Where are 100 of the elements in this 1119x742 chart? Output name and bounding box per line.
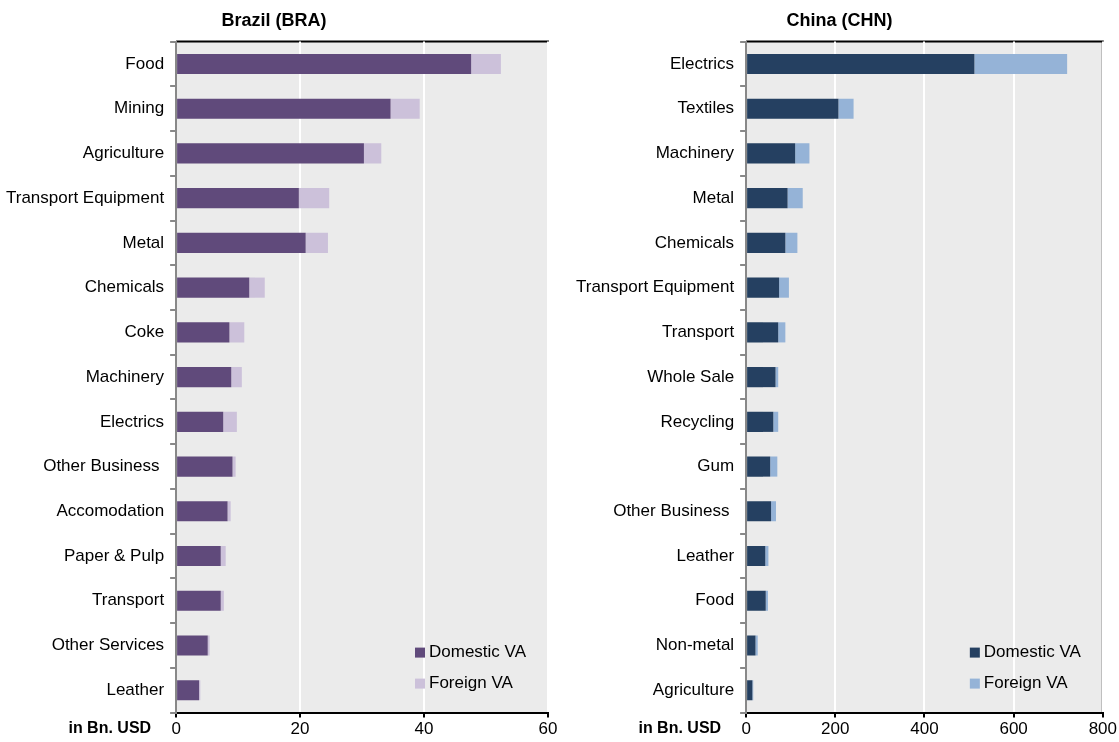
- bar: [974, 53, 1068, 75]
- x-tick-label: 600: [999, 719, 1028, 739]
- bar: [227, 501, 231, 522]
- bar: [177, 53, 472, 75]
- x-axis-title: in Bn. USD: [68, 719, 152, 737]
- bar: [223, 411, 237, 432]
- bar: [177, 322, 230, 343]
- bar: [298, 188, 330, 209]
- bar: [177, 188, 299, 209]
- bar: [747, 277, 780, 298]
- y-tick-label: Food: [695, 590, 735, 610]
- y-tick-label: Recycling: [660, 411, 735, 431]
- y-tick-label: Chemicals: [84, 277, 165, 297]
- bar: [220, 545, 226, 567]
- y-tick-label: Transport Equipment: [5, 187, 165, 207]
- y-tick-label: Transport Equipment: [575, 277, 735, 297]
- legend-label: Domestic VA: [429, 642, 527, 662]
- y-tick-label: Other Business: [43, 456, 165, 476]
- y-tick-label: Food: [125, 53, 165, 73]
- y-tick-label: Non-metal: [655, 635, 735, 655]
- bar: [177, 98, 391, 119]
- bar: [363, 143, 382, 164]
- y-tick-label: Accomodation: [56, 500, 165, 520]
- bar: [177, 501, 228, 522]
- x-tick-label: 20: [290, 719, 310, 739]
- bar: [249, 277, 265, 298]
- y-tick-label: Coke: [124, 322, 165, 342]
- y-tick-label: Paper & Pulp: [63, 545, 165, 565]
- legend-label: Foreign VA: [429, 673, 514, 693]
- y-tick-label: Leather: [106, 679, 165, 699]
- x-axis-title: in Bn. USD: [638, 719, 722, 737]
- bar: [747, 635, 756, 656]
- chart-title: Brazil (BRA): [221, 9, 327, 30]
- bar: [778, 322, 786, 343]
- y-tick-label: Transport: [91, 590, 165, 610]
- bar: [231, 367, 242, 388]
- bar: [177, 635, 208, 656]
- legend-label: Foreign VA: [983, 673, 1069, 693]
- y-tick-label: Mining: [114, 98, 165, 118]
- bar: [232, 456, 236, 477]
- bar: [177, 411, 224, 432]
- bar: [177, 277, 250, 298]
- bar: [177, 590, 221, 611]
- y-tick-label: Metal: [692, 187, 735, 207]
- y-tick-label: Leather: [676, 545, 735, 565]
- x-tick-label: 60: [538, 719, 558, 739]
- y-tick-label: Other Business: [613, 500, 735, 520]
- y-tick-label: Whole Sale: [647, 366, 735, 386]
- x-tick-label: 800: [1088, 719, 1118, 739]
- bar: [747, 590, 766, 611]
- y-tick-label: Textiles: [677, 98, 735, 118]
- bar: [747, 501, 772, 522]
- bar: [220, 590, 224, 611]
- bar: [765, 545, 769, 567]
- bar: [471, 53, 501, 75]
- x-tick-label: 0: [171, 719, 181, 739]
- bar: [770, 456, 778, 477]
- bar: [229, 322, 245, 343]
- y-tick-label: Transport: [661, 322, 735, 342]
- bar: [390, 98, 420, 119]
- bar: [747, 545, 766, 567]
- bar: [747, 143, 796, 164]
- y-tick-label: Agriculture: [82, 143, 165, 163]
- x-tick-label: 400: [910, 719, 939, 739]
- y-tick-label: Electrics: [669, 53, 735, 73]
- bar: [787, 188, 803, 209]
- bar: [771, 501, 776, 522]
- bar: [177, 232, 306, 253]
- bar: [755, 635, 758, 656]
- bar: [747, 411, 774, 432]
- bar: [177, 367, 232, 388]
- y-tick-label: Machinery: [655, 143, 735, 163]
- y-tick-label: Gum: [697, 456, 735, 476]
- y-tick-label: Metal: [122, 232, 165, 252]
- y-tick-label: Agriculture: [652, 679, 735, 699]
- bar: [177, 680, 200, 701]
- y-tick-label: Chemicals: [654, 232, 735, 252]
- x-tick-label: 40: [414, 719, 434, 739]
- bar: [177, 143, 364, 164]
- bar: [779, 277, 789, 298]
- bar: [747, 322, 779, 343]
- bar: [305, 232, 328, 253]
- bar: [785, 232, 798, 253]
- bar: [747, 367, 776, 388]
- bar: [838, 98, 854, 119]
- bar: [747, 188, 788, 209]
- bar: [747, 53, 975, 75]
- chart-title: China (CHN): [786, 9, 893, 30]
- x-tick-label: 0: [741, 719, 751, 739]
- bar: [177, 545, 221, 567]
- x-tick-label: 200: [821, 719, 850, 739]
- legend-label: Domestic VA: [983, 642, 1082, 662]
- bar: [747, 98, 839, 119]
- bar: [177, 456, 233, 477]
- y-tick-label: Electrics: [99, 411, 165, 431]
- bar: [795, 143, 810, 164]
- y-tick-label: Other Services: [51, 635, 165, 655]
- bar: [747, 232, 786, 253]
- y-tick-label: Machinery: [85, 366, 165, 386]
- bar: [773, 411, 779, 432]
